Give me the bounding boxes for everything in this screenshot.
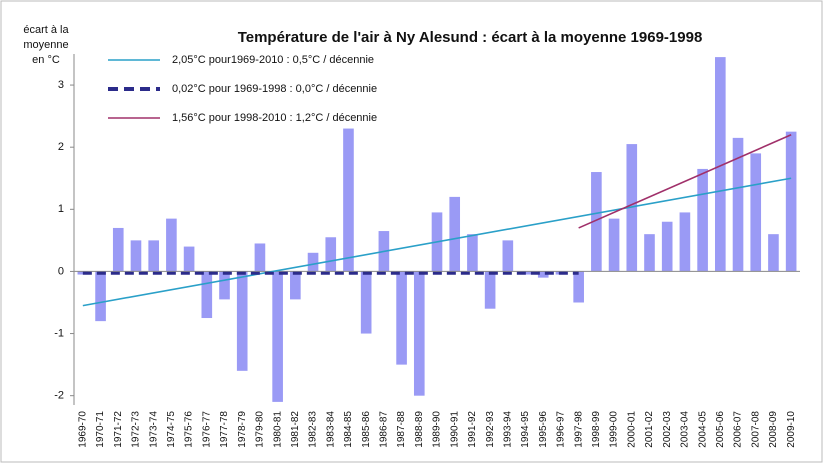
x-tick-label: 2000-01 (626, 411, 637, 448)
x-tick-label: 1973-74 (148, 411, 159, 448)
bar (697, 168, 708, 272)
bar (360, 271, 372, 334)
x-tick-label: 1971-72 (113, 411, 124, 448)
bar (537, 271, 549, 278)
x-tick-label: 1995-96 (538, 411, 549, 448)
bar (95, 271, 106, 322)
bar (661, 221, 673, 272)
bar (254, 243, 266, 272)
bar (591, 172, 602, 272)
y-tick-label: 2 (58, 141, 64, 153)
bar (449, 196, 461, 272)
x-tick-label: 1977-78 (219, 411, 230, 448)
bar (201, 271, 213, 319)
x-tick-label: 1978-79 (237, 411, 248, 448)
x-tick-label: 1984-85 (343, 411, 354, 448)
x-tick-label: 1983-84 (325, 411, 336, 448)
x-tick-label: 1982-83 (308, 411, 319, 448)
bar (307, 252, 319, 272)
bar (236, 271, 248, 371)
bar (396, 271, 407, 365)
x-tick-label: 1987-88 (396, 411, 407, 448)
x-tick-label: 1997-98 (573, 411, 584, 448)
bar (130, 240, 142, 272)
y-tick-label: 3 (58, 79, 64, 91)
x-tick-label: 1999-00 (609, 411, 620, 448)
x-tick-label: 1969-70 (77, 411, 88, 448)
x-tick-label: 2002-03 (662, 411, 673, 448)
bar (608, 218, 620, 272)
x-tick-label: 2004-05 (697, 411, 708, 448)
x-tick-label: 1972-73 (131, 411, 142, 448)
bar (148, 240, 159, 272)
x-tick-label: 1996-97 (556, 411, 567, 448)
x-tick-label: 1990-91 (449, 411, 460, 448)
y-tick-label: -1 (54, 327, 64, 339)
x-tick-label: 2003-04 (680, 411, 691, 448)
y-axis-label: en °C (32, 54, 60, 66)
bar (484, 271, 496, 309)
x-tick-label: 1985-86 (361, 411, 372, 448)
x-tick-label: 1981-82 (290, 411, 301, 448)
bar (573, 271, 584, 303)
y-axis-label: écart à la (23, 24, 69, 36)
bar (768, 234, 779, 272)
x-tick-label: 1979-80 (255, 411, 266, 448)
legend-label: 1,56°C pour 1998-2010 : 1,2°C / décennie (172, 112, 377, 124)
bar (112, 227, 124, 272)
bar (679, 212, 691, 272)
x-tick-label: 1993-94 (502, 411, 513, 448)
x-tick-label: 1998-99 (591, 411, 602, 448)
x-tick-label: 1980-81 (272, 411, 283, 448)
x-tick-label: 2007-08 (750, 411, 761, 448)
bar (219, 271, 230, 300)
x-tick-label: 1976-77 (201, 411, 212, 448)
x-tick-label: 1991-92 (467, 411, 478, 448)
x-tick-label: 2006-07 (733, 411, 744, 448)
chart-title: Température de l'air à Ny Alesund : écar… (238, 29, 703, 46)
bar (644, 234, 655, 272)
x-tick-label: 1994-95 (520, 411, 531, 448)
bar (272, 271, 283, 402)
x-tick-label: 1986-87 (379, 411, 390, 448)
x-tick-label: 2001-02 (644, 411, 655, 448)
bar (626, 144, 638, 272)
x-tick-label: 2009-10 (786, 411, 797, 448)
legend-label: 2,05°C pour1969-2010 : 0,5°C / décennie (172, 54, 374, 66)
bar (413, 271, 425, 396)
bar (785, 131, 797, 272)
y-axis-label: moyenne (23, 39, 68, 51)
x-tick-label: 2005-06 (715, 411, 726, 448)
x-tick-label: 2008-09 (768, 411, 779, 448)
bar (290, 271, 301, 300)
x-tick-label: 1975-76 (184, 411, 195, 448)
bar (183, 246, 195, 272)
x-tick-label: 1970-71 (95, 411, 106, 448)
bar (166, 218, 177, 272)
y-tick-label: 0 (58, 265, 64, 277)
bar (732, 137, 744, 272)
trend-line (578, 134, 792, 229)
bar (502, 240, 514, 272)
trend-line (82, 177, 792, 307)
x-tick-label: 1989-90 (432, 411, 443, 448)
bar (467, 234, 478, 272)
x-tick-label: 1974-75 (166, 411, 177, 448)
y-tick-label: 1 (58, 203, 64, 215)
bar (715, 57, 726, 272)
x-tick-label: 1988-89 (414, 411, 425, 448)
legend-label: 0,02°C pour 1969-1998 : 0,0°C / décennie (172, 83, 377, 95)
bar (750, 153, 762, 272)
x-tick-label: 1992-93 (485, 411, 496, 448)
bar (325, 237, 337, 272)
y-tick-label: -2 (54, 390, 64, 402)
bar (343, 128, 354, 272)
